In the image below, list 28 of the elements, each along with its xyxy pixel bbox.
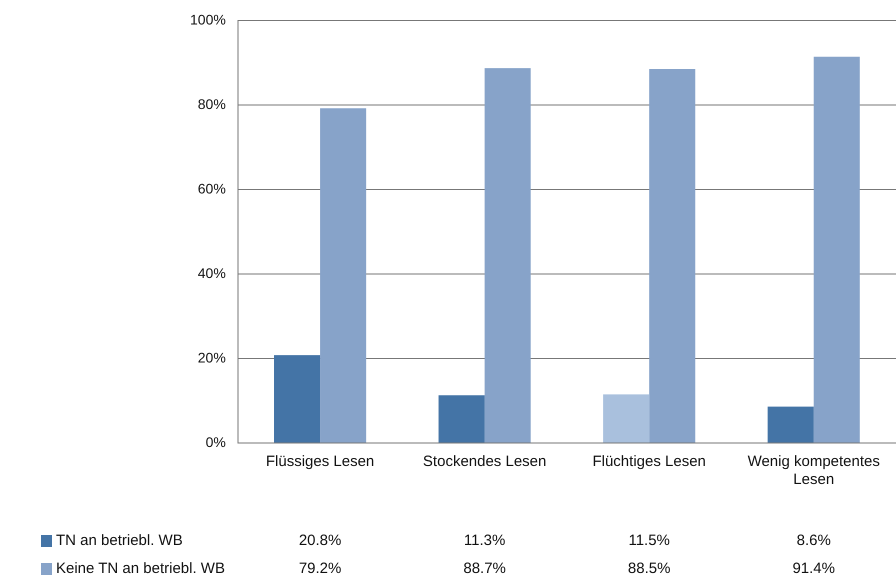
- y-tick-label: 80%: [198, 96, 226, 112]
- legend-label: TN an betriebl. WB: [56, 532, 183, 550]
- bar: [768, 406, 814, 442]
- data-label: 91.4%: [792, 560, 835, 578]
- bar: [814, 56, 860, 442]
- y-tick-label: 40%: [198, 264, 226, 281]
- data-label: 88.7%: [463, 560, 506, 578]
- legend-label: Keine TN an betriebl. WB: [56, 560, 225, 578]
- bar: [438, 395, 485, 442]
- x-tick-label: Flüssiges Lesen: [266, 453, 374, 470]
- data-label: 20.8%: [298, 532, 342, 550]
- y-tick-label: 100%: [190, 11, 226, 28]
- x-tick-label: Flüchtiges Lesen: [592, 453, 706, 470]
- data-label: 88.5%: [628, 560, 670, 578]
- data-label: 11.5%: [628, 532, 670, 550]
- y-tick-label: 20%: [198, 349, 226, 366]
- bar: [274, 355, 320, 442]
- bar: [484, 68, 531, 442]
- bar: [320, 108, 366, 442]
- y-tick-label: 0%: [206, 434, 226, 450]
- data-label: 11.3%: [464, 532, 506, 550]
- data-label: 8.6%: [796, 532, 831, 550]
- x-tick-label: Wenig kompetentes Lesen: [748, 453, 880, 488]
- x-tick-label: Stockendes Lesen: [422, 453, 546, 470]
- bar: [649, 69, 696, 442]
- bar: [603, 394, 650, 442]
- data-label: 79.2%: [298, 560, 342, 578]
- y-tick-label: 60%: [198, 180, 226, 196]
